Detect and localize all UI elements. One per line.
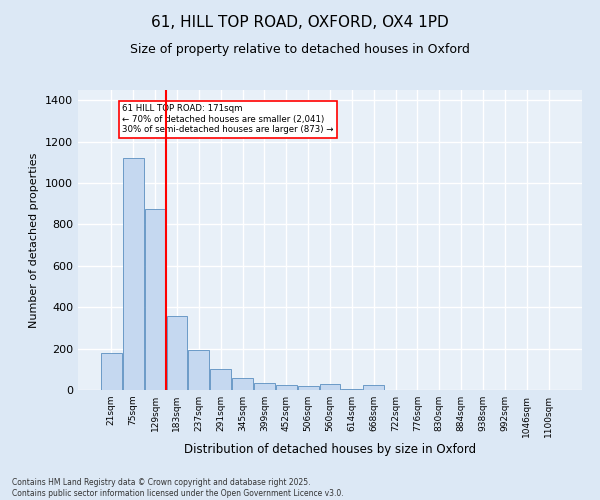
Bar (276, 385, 296, 390)
Bar (232, 378, 253, 390)
Bar (101, 353, 122, 390)
Bar (320, 384, 340, 390)
Text: Size of property relative to detached houses in Oxford: Size of property relative to detached ho… (130, 42, 470, 56)
Y-axis label: Number of detached properties: Number of detached properties (29, 152, 40, 328)
Bar (167, 316, 187, 390)
Bar (123, 158, 143, 390)
Text: 61, HILL TOP ROAD, OXFORD, OX4 1PD: 61, HILL TOP ROAD, OXFORD, OX4 1PD (151, 15, 449, 30)
Bar (254, 383, 275, 390)
X-axis label: Distribution of detached houses by size in Oxford: Distribution of detached houses by size … (184, 442, 476, 456)
Text: 61 HILL TOP ROAD: 171sqm
← 70% of detached houses are smaller (2,041)
30% of sem: 61 HILL TOP ROAD: 171sqm ← 70% of detach… (122, 104, 334, 134)
Bar (210, 370, 231, 390)
Text: Contains HM Land Registry data © Crown copyright and database right 2025.
Contai: Contains HM Land Registry data © Crown c… (12, 478, 344, 498)
Bar (188, 350, 209, 390)
Bar (145, 209, 166, 390)
Bar (298, 386, 319, 390)
Bar (364, 385, 384, 390)
